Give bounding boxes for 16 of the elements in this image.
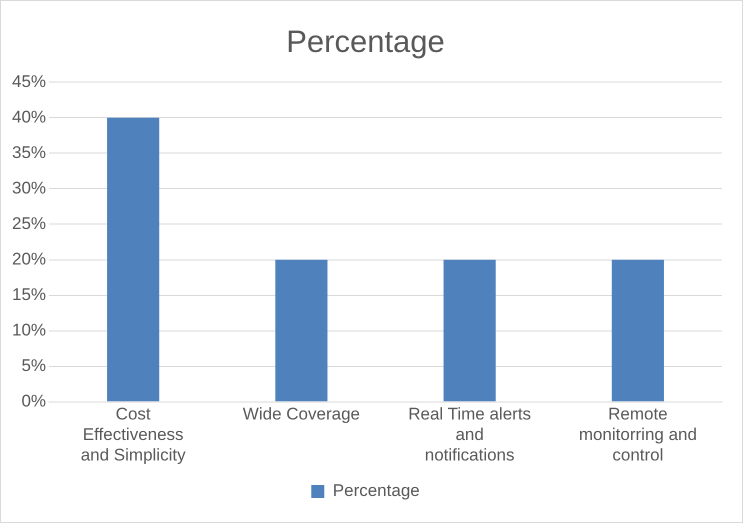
y-tick-label: 40% xyxy=(12,107,46,126)
y-tick-label: 30% xyxy=(12,178,46,198)
y-tick-label: 15% xyxy=(12,284,46,304)
x-tick-label: Cost Effectiveness and Simplicity xyxy=(80,404,186,464)
legend-label: Percentage xyxy=(332,481,420,500)
y-tick-label: 20% xyxy=(12,249,46,268)
y-tick-label: 10% xyxy=(12,320,46,340)
chart-title: Percentage xyxy=(286,24,445,60)
x-tick-label: Real Time alerts and notifications xyxy=(408,404,532,464)
y-tick-label: 35% xyxy=(12,142,46,162)
x-tick-label: Remote monitorring and control xyxy=(578,404,697,464)
y-tick-label: 5% xyxy=(21,356,46,375)
y-tick-label: 0% xyxy=(21,391,46,410)
y-tick-label: 25% xyxy=(12,214,46,233)
x-tick-label: Wide Coverage xyxy=(242,404,360,424)
y-tick-label: 45% xyxy=(12,72,46,91)
